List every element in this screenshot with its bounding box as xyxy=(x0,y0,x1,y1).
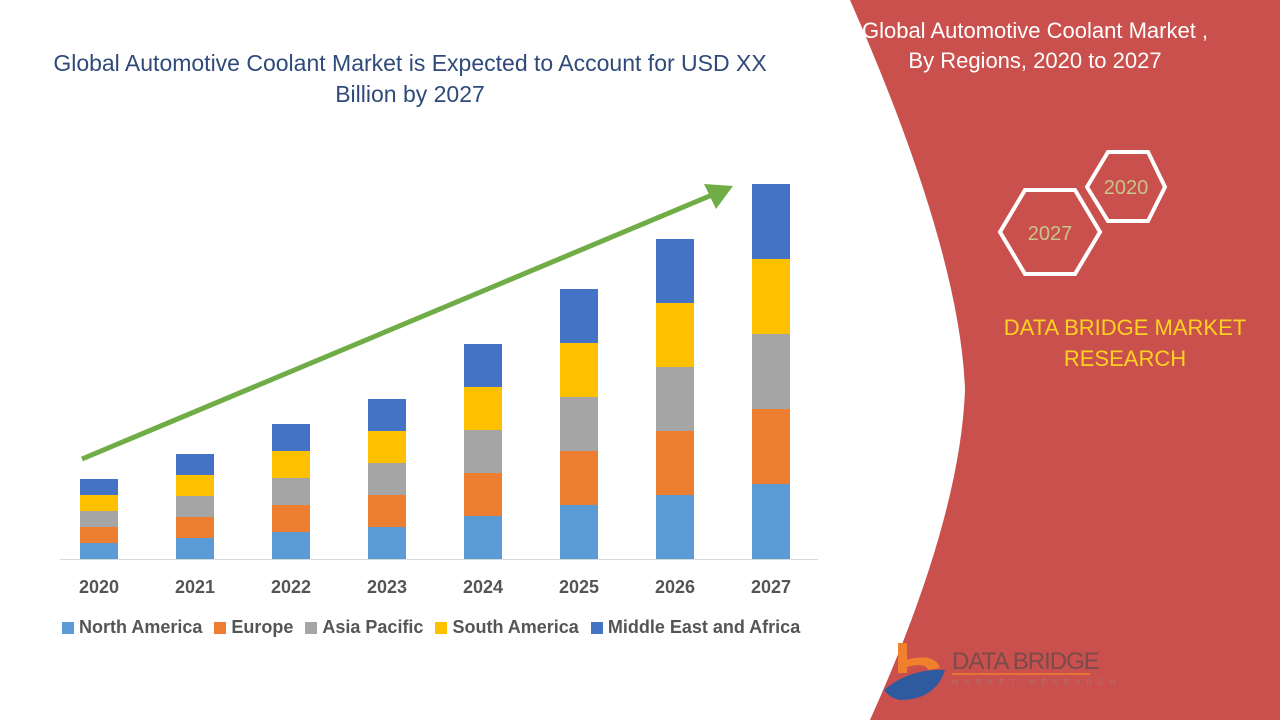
side-panel-title: Global Automotive Coolant Market , By Re… xyxy=(850,16,1220,76)
bar-segment-asia-pacific-2022 xyxy=(272,478,310,505)
bar-segment-middle-east-and-africa-2022 xyxy=(272,424,310,451)
hex-2020 xyxy=(1084,150,1168,223)
brand-line2: RESEARCH xyxy=(1063,346,1187,371)
bar-segment-north-america-2022 xyxy=(272,532,310,559)
x-tick-label: 2024 xyxy=(463,577,503,597)
chart-title: Global Automotive Coolant Market is Expe… xyxy=(53,50,767,107)
bar-segment-north-america-2027 xyxy=(752,484,790,559)
bar-segment-europe-2025 xyxy=(560,451,598,505)
legend-label: Middle East and Africa xyxy=(607,617,801,637)
legend-item: North America xyxy=(62,617,202,638)
bar-segment-europe-2020 xyxy=(80,527,118,543)
logo-mark xyxy=(884,643,1090,700)
trend-arrow-head xyxy=(704,184,733,209)
logo-tagline: MARKET RESEARCH xyxy=(952,678,1122,687)
bar-segment-middle-east-and-africa-2021 xyxy=(176,454,214,475)
bar-segment-asia-pacific-2024 xyxy=(464,430,502,473)
hex-2027 xyxy=(997,188,1103,276)
bar-segment-middle-east-and-africa-2027 xyxy=(752,184,790,259)
bar-segment-asia-pacific-2020 xyxy=(80,511,118,527)
legend-label: Asia Pacific xyxy=(322,617,424,637)
x-tick-label: 2026 xyxy=(655,577,695,597)
bar-segment-north-america-2024 xyxy=(464,516,502,559)
bar-segment-europe-2024 xyxy=(464,473,502,516)
bar-segment-south-america-2027 xyxy=(752,259,790,334)
hex-2020-label: 2020 xyxy=(1104,177,1149,199)
bar-segment-middle-east-and-africa-2023 xyxy=(368,399,406,431)
legend-item: Europe xyxy=(214,617,293,638)
legend-item: Asia Pacific xyxy=(305,617,423,638)
x-tick-label: 2022 xyxy=(271,577,311,597)
x-tick-label: 2025 xyxy=(559,577,599,597)
bar-segment-north-america-2020 xyxy=(80,543,118,559)
bar-segment-asia-pacific-2023 xyxy=(368,463,406,495)
bar-segment-south-america-2024 xyxy=(464,387,502,430)
bar-segment-middle-east-and-africa-2026 xyxy=(656,239,694,303)
x-tick-label: 2023 xyxy=(367,577,407,597)
side-title-line2: By Regions, 2020 to 2027 xyxy=(908,48,1162,73)
logo-name: DATA BRIDGE xyxy=(952,648,1100,675)
x-tick-label: 2027 xyxy=(751,577,791,597)
bar-segment-middle-east-and-africa-2024 xyxy=(464,344,502,387)
legend: North America Europe Asia Pacific South … xyxy=(62,617,800,638)
bar-segment-south-america-2026 xyxy=(656,303,694,367)
bar-segment-europe-2026 xyxy=(656,431,694,495)
bar-segment-north-america-2025 xyxy=(560,505,598,559)
brand-text: DATA BRIDGE MARKET RESEARCH xyxy=(975,312,1275,374)
legend-swatch xyxy=(62,621,74,634)
bar-segment-asia-pacific-2026 xyxy=(656,367,694,431)
bar-segment-south-america-2023 xyxy=(368,431,406,463)
brand-line1: DATA BRIDGE MARKET xyxy=(1003,315,1247,340)
side-title-line1: Global Automotive Coolant Market , xyxy=(861,18,1209,43)
bar-segment-south-america-2025 xyxy=(560,343,598,397)
bar-segment-asia-pacific-2025 xyxy=(560,397,598,451)
red-panel-shape xyxy=(850,0,1280,720)
bar-segment-south-america-2022 xyxy=(272,451,310,478)
bar-segment-north-america-2021 xyxy=(176,538,214,559)
bar-segment-asia-pacific-2027 xyxy=(752,334,790,409)
trend-arrow-line xyxy=(81,192,713,462)
legend-label: South America xyxy=(452,617,579,637)
bar-segment-europe-2023 xyxy=(368,495,406,527)
x-tick-label: 2021 xyxy=(175,577,215,597)
legend-swatch xyxy=(590,621,603,634)
bar-segment-europe-2021 xyxy=(176,517,214,538)
legend-item: Middle East and Africa xyxy=(590,617,801,638)
bar-segment-north-america-2023 xyxy=(368,527,406,559)
legend-swatch xyxy=(305,621,318,634)
hex-2027-label: 2027 xyxy=(1028,223,1073,245)
bar-segment-north-america-2026 xyxy=(656,495,694,559)
legend-item: South America xyxy=(435,617,579,638)
bar-segment-middle-east-and-africa-2025 xyxy=(560,289,598,343)
bar-segment-south-america-2020 xyxy=(80,495,118,511)
x-tick-label: 2020 xyxy=(79,577,119,597)
bar-segment-europe-2027 xyxy=(752,409,790,484)
bar-segment-asia-pacific-2021 xyxy=(176,496,214,517)
bar-segment-europe-2022 xyxy=(272,505,310,532)
legend-swatch xyxy=(435,621,448,634)
bar-segment-middle-east-and-africa-2020 xyxy=(80,479,118,495)
legend-label: Europe xyxy=(231,617,294,637)
bar-segment-south-america-2021 xyxy=(176,475,214,496)
legend-swatch xyxy=(214,621,227,634)
legend-label: North America xyxy=(79,617,203,637)
